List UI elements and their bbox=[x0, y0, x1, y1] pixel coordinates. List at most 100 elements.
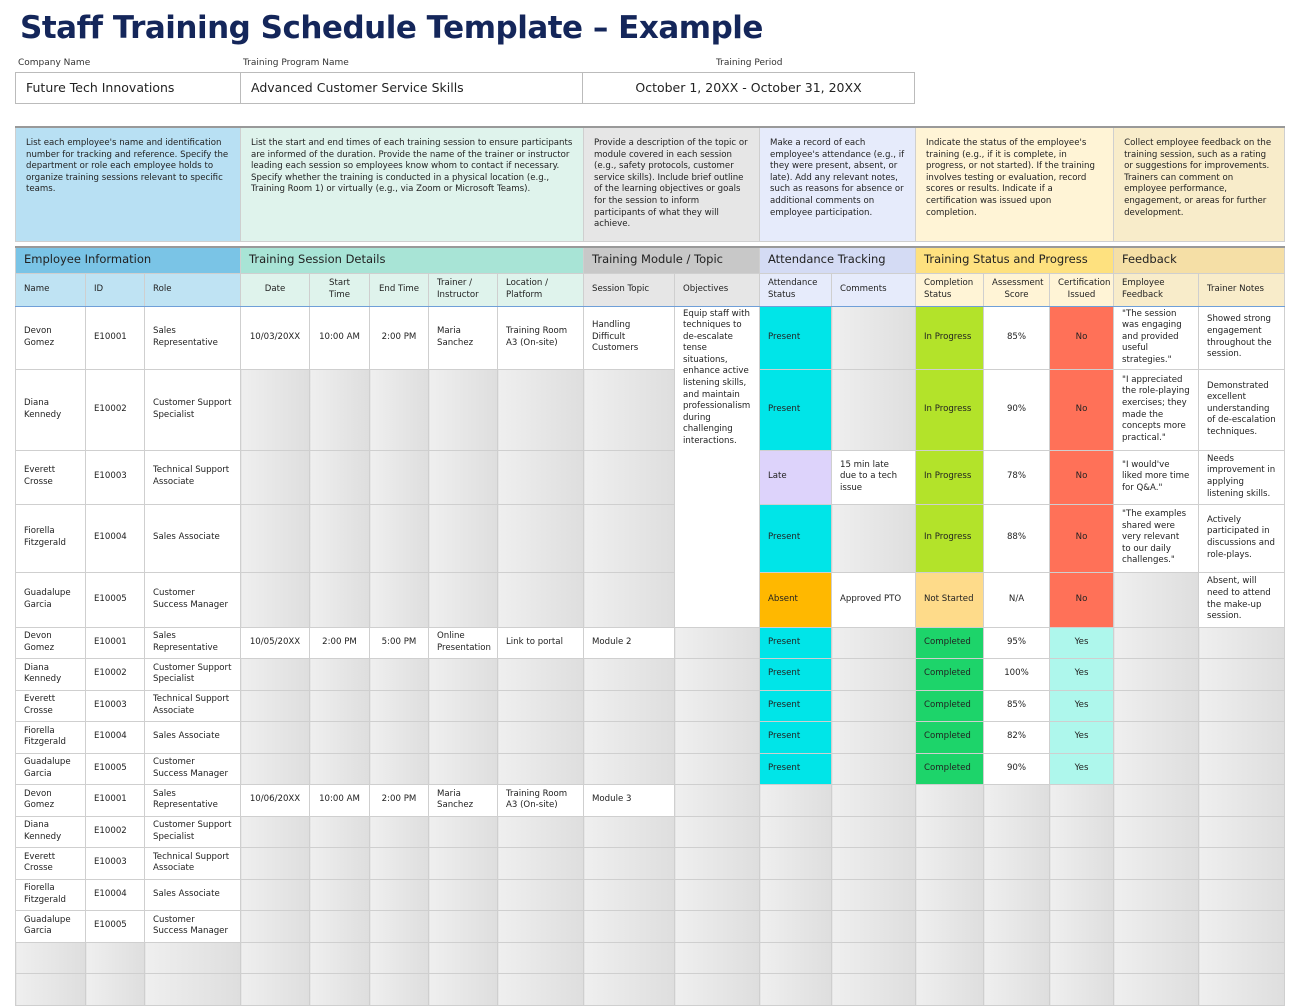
trainer-cell[interactable] bbox=[428, 752, 498, 785]
location-cell[interactable] bbox=[497, 571, 584, 628]
name-cell[interactable]: Everett Crosse bbox=[15, 847, 86, 880]
trainer-notes-cell[interactable]: Absent, will need to attend the make-up … bbox=[1197, 571, 1286, 628]
trainer-notes-cell[interactable]: Needs improvement in applying listening … bbox=[1197, 449, 1286, 505]
empty-cell[interactable] bbox=[497, 941, 584, 974]
objectives-cell[interactable] bbox=[674, 815, 760, 848]
topic-cell[interactable] bbox=[583, 503, 675, 573]
trainer-cell[interactable] bbox=[428, 815, 498, 848]
comments-cell[interactable] bbox=[831, 503, 916, 573]
date-cell[interactable] bbox=[240, 878, 310, 911]
empty-cell[interactable] bbox=[1197, 941, 1286, 974]
attendance-cell[interactable]: Present bbox=[759, 752, 832, 785]
attendance-cell[interactable]: Late bbox=[759, 449, 832, 505]
comments-cell[interactable] bbox=[831, 721, 916, 754]
id-cell[interactable]: E10005 bbox=[85, 910, 145, 943]
topic-cell[interactable] bbox=[583, 815, 675, 848]
trainer-notes-cell[interactable] bbox=[1197, 847, 1286, 880]
id-cell[interactable]: E10001 bbox=[85, 305, 145, 370]
completion-cell[interactable] bbox=[915, 910, 984, 943]
topic-cell[interactable] bbox=[583, 658, 675, 691]
start-time-cell[interactable] bbox=[309, 847, 370, 880]
topic-cell[interactable] bbox=[583, 721, 675, 754]
empty-cell[interactable] bbox=[309, 941, 370, 974]
name-cell[interactable]: Devon Gomez bbox=[15, 784, 86, 817]
location-cell[interactable] bbox=[497, 815, 584, 848]
topic-cell[interactable] bbox=[583, 689, 675, 722]
completion-cell[interactable]: Completed bbox=[915, 689, 984, 722]
id-cell[interactable]: E10001 bbox=[85, 626, 145, 659]
trainer-notes-cell[interactable] bbox=[1197, 910, 1286, 943]
employee-feedback-cell[interactable] bbox=[1113, 626, 1199, 659]
comments-cell[interactable] bbox=[831, 878, 916, 911]
comments-cell[interactable] bbox=[831, 658, 916, 691]
id-cell[interactable]: E10001 bbox=[85, 784, 145, 817]
empty-cell[interactable] bbox=[915, 941, 984, 974]
topic-cell[interactable] bbox=[583, 571, 675, 628]
name-cell[interactable]: Guadalupe Garcia bbox=[15, 571, 86, 628]
comments-cell[interactable] bbox=[831, 626, 916, 659]
score-cell[interactable]: 95% bbox=[983, 626, 1050, 659]
name-cell[interactable]: Diana Kennedy bbox=[15, 658, 86, 691]
trainer-cell[interactable] bbox=[428, 721, 498, 754]
completion-cell[interactable]: Completed bbox=[915, 752, 984, 785]
id-cell[interactable]: E10002 bbox=[85, 368, 145, 451]
objectives-cell[interactable]: Equip staff with techniques to de-escala… bbox=[674, 305, 760, 628]
trainer-cell[interactable] bbox=[428, 878, 498, 911]
id-cell[interactable]: E10004 bbox=[85, 721, 145, 754]
role-cell[interactable]: Sales Associate bbox=[144, 503, 241, 573]
trainer-notes-cell[interactable]: Showed strong engagement throughout the … bbox=[1197, 305, 1286, 370]
name-cell[interactable]: Fiorella Fitzgerald bbox=[15, 503, 86, 573]
trainer-notes-cell[interactable] bbox=[1197, 626, 1286, 659]
name-cell[interactable]: Everett Crosse bbox=[15, 689, 86, 722]
certification-cell[interactable]: Yes bbox=[1049, 752, 1114, 785]
trainer-cell[interactable] bbox=[428, 689, 498, 722]
comments-cell[interactable]: 15 min late due to a tech issue bbox=[831, 449, 916, 505]
score-cell[interactable]: 78% bbox=[983, 449, 1050, 505]
comments-cell[interactable] bbox=[831, 910, 916, 943]
program-field[interactable]: Advanced Customer Service Skills bbox=[240, 72, 583, 104]
empty-cell[interactable] bbox=[15, 941, 86, 974]
completion-cell[interactable] bbox=[915, 878, 984, 911]
start-time-cell[interactable]: 2:00 PM bbox=[309, 626, 370, 659]
period-field[interactable]: October 1, 20XX - October 31, 20XX bbox=[582, 72, 915, 104]
comments-cell[interactable] bbox=[831, 368, 916, 451]
employee-feedback-cell[interactable] bbox=[1113, 847, 1199, 880]
empty-cell[interactable] bbox=[759, 941, 832, 974]
location-cell[interactable] bbox=[497, 847, 584, 880]
role-cell[interactable]: Customer Success Manager bbox=[144, 752, 241, 785]
date-cell[interactable] bbox=[240, 752, 310, 785]
score-cell[interactable]: 100% bbox=[983, 658, 1050, 691]
start-time-cell[interactable] bbox=[309, 878, 370, 911]
completion-cell[interactable] bbox=[915, 847, 984, 880]
empty-cell[interactable] bbox=[1113, 973, 1199, 1006]
date-cell[interactable] bbox=[240, 503, 310, 573]
empty-cell[interactable] bbox=[1049, 941, 1114, 974]
location-cell[interactable] bbox=[497, 689, 584, 722]
empty-cell[interactable] bbox=[15, 973, 86, 1006]
start-time-cell[interactable]: 10:00 AM bbox=[309, 305, 370, 370]
role-cell[interactable]: Customer Support Specialist bbox=[144, 368, 241, 451]
score-cell[interactable] bbox=[983, 815, 1050, 848]
location-cell[interactable]: Link to portal bbox=[497, 626, 584, 659]
empty-cell[interactable] bbox=[240, 941, 310, 974]
date-cell[interactable] bbox=[240, 368, 310, 451]
comments-cell[interactable] bbox=[831, 784, 916, 817]
location-cell[interactable] bbox=[497, 752, 584, 785]
name-cell[interactable]: Guadalupe Garcia bbox=[15, 752, 86, 785]
trainer-cell[interactable]: Online Presentation bbox=[428, 626, 498, 659]
location-cell[interactable] bbox=[497, 503, 584, 573]
comments-cell[interactable] bbox=[831, 752, 916, 785]
empty-cell[interactable] bbox=[831, 973, 916, 1006]
empty-cell[interactable] bbox=[915, 973, 984, 1006]
start-time-cell[interactable] bbox=[309, 689, 370, 722]
empty-cell[interactable] bbox=[983, 941, 1050, 974]
id-cell[interactable]: E10002 bbox=[85, 815, 145, 848]
topic-cell[interactable]: Module 3 bbox=[583, 784, 675, 817]
objectives-cell[interactable] bbox=[674, 721, 760, 754]
empty-cell[interactable] bbox=[144, 973, 241, 1006]
start-time-cell[interactable] bbox=[309, 752, 370, 785]
attendance-cell[interactable] bbox=[759, 815, 832, 848]
start-time-cell[interactable] bbox=[309, 910, 370, 943]
attendance-cell[interactable]: Present bbox=[759, 305, 832, 370]
certification-cell[interactable] bbox=[1049, 784, 1114, 817]
